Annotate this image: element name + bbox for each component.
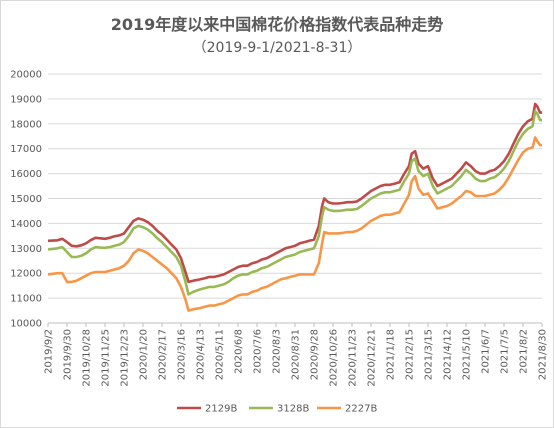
x-tick-label: 2019/10/28 xyxy=(82,329,93,387)
chart-title: 2019年度以来中国棉花价格指数代表品种走势 xyxy=(110,15,444,34)
x-tick-label: 2021/2/15 xyxy=(405,329,416,380)
legend-label-3128B: 3128B xyxy=(277,404,309,415)
x-tick-label: 2019/9/2 xyxy=(44,329,55,374)
x-tick-label: 2019/12/23 xyxy=(120,329,131,387)
y-tick-label: 17000 xyxy=(10,144,42,155)
x-tick-label: 2020/8/3 xyxy=(272,329,283,374)
y-tick-label: 16000 xyxy=(10,169,42,180)
x-tick-label: 2021/3/15 xyxy=(424,329,435,380)
x-tick-label: 2020/8/31 xyxy=(291,329,302,380)
y-tick-label: 14000 xyxy=(10,219,42,230)
series-line-2129B xyxy=(47,102,542,284)
chart-subtitle: （2019-9-1/2021-8-31） xyxy=(192,40,362,56)
x-tick-label: 2020/9/28 xyxy=(310,329,321,380)
x-tick-label: 2019/11/25 xyxy=(101,329,112,387)
legend-label-2227B: 2227B xyxy=(345,404,377,415)
y-tick-label: 13000 xyxy=(10,244,42,255)
series-line-3128B xyxy=(47,110,542,296)
x-tick-label: 2020/4/13 xyxy=(196,329,207,380)
y-tick-label: 12000 xyxy=(10,269,42,280)
x-tick-label: 2021/6/7 xyxy=(481,329,492,374)
y-tick-label: 15000 xyxy=(10,194,42,205)
x-tick-label: 2020/10/26 xyxy=(329,329,340,387)
y-tick-label: 20000 xyxy=(10,70,42,81)
y-tick-label: 11000 xyxy=(10,294,42,305)
x-tick-label: 2020/6/8 xyxy=(234,329,245,374)
x-tick-label: 2020/7/6 xyxy=(253,329,264,374)
x-tick-label: 2020/11/23 xyxy=(348,329,359,387)
x-tick-label: 2020/12/21 xyxy=(367,329,378,387)
x-tick-label: 2021/1/18 xyxy=(386,329,397,380)
x-tick-label: 2021/4/12 xyxy=(443,329,454,380)
y-tick-label: 18000 xyxy=(10,119,42,130)
y-tick-label: 10000 xyxy=(10,319,42,330)
x-tick-label: 2020/2/17 xyxy=(158,329,169,380)
series-line-2227B xyxy=(47,136,542,312)
x-tick-label: 2020/5/11 xyxy=(215,329,226,380)
x-tick-label: 2020/3/16 xyxy=(177,329,188,380)
y-tick-label: 19000 xyxy=(10,94,42,105)
x-tick-label: 2020/1/20 xyxy=(139,329,150,380)
x-tick-label: 2021/7/5 xyxy=(500,329,511,374)
x-tick-label: 2021/8/30 xyxy=(538,329,549,380)
legend-label-2129B: 2129B xyxy=(205,404,237,415)
x-tick-label: 2021/8/2 xyxy=(519,329,530,374)
x-tick-label: 2019/9/30 xyxy=(63,329,74,380)
x-tick-label: 2021/5/10 xyxy=(462,329,473,380)
